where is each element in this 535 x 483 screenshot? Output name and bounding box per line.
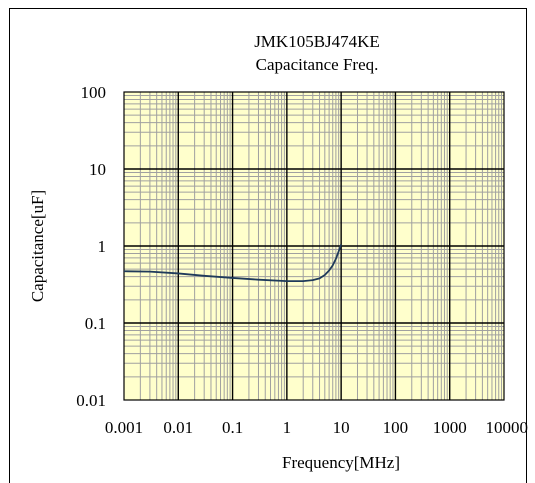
y-tick-label: 100 [81,83,107,102]
chart-subtitle: Capacitance Freq. [256,55,379,74]
y-tick-label: 0.01 [76,391,106,410]
y-axis-ticks: 100 10 1 0.1 0.01 [76,83,106,410]
x-tick-label: 1000 [433,418,467,437]
x-axis-ticks: 0.001 0.01 0.1 1 10 100 1000 10000 [105,418,528,437]
x-tick-label: 100 [383,418,409,437]
y-tick-label: 10 [89,160,106,179]
chart-frame [9,8,527,483]
x-tick-label: 10 [333,418,350,437]
capacitance-curve [123,244,342,283]
plot-border [123,91,505,401]
chart-title: JMK105BJ474KE [254,32,380,51]
x-axis-label: Frequency[MHz] [282,453,400,472]
y-tick-label: 1 [98,237,107,256]
x-tick-label: 1 [283,418,292,437]
x-tick-label: 0.1 [222,418,243,437]
x-tick-label: 0.001 [105,418,143,437]
x-tick-label: 0.01 [163,418,193,437]
y-axis-label: Capacitance[uF] [28,190,47,302]
x-tick-label: 10000 [486,418,529,437]
y-tick-label: 0.1 [85,314,106,333]
